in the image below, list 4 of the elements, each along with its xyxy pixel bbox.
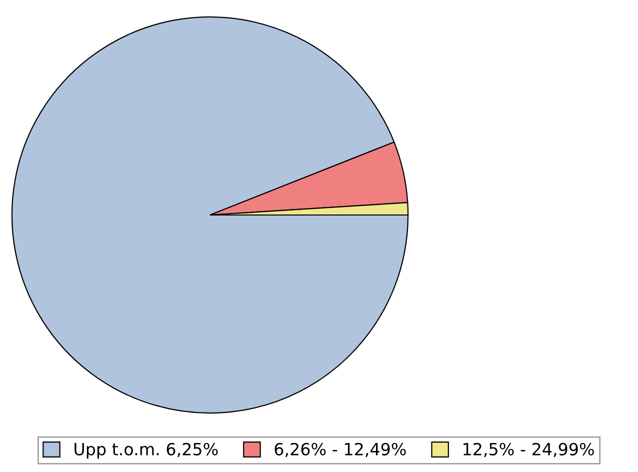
legend-label: 12,5% - 24,99%	[464, 442, 594, 458]
pie-slice	[11, 16, 409, 414]
legend-label: Upp t.o.m. 6,25%	[74, 442, 218, 459]
legend-label: 6,26% - 12,49%	[274, 442, 406, 458]
